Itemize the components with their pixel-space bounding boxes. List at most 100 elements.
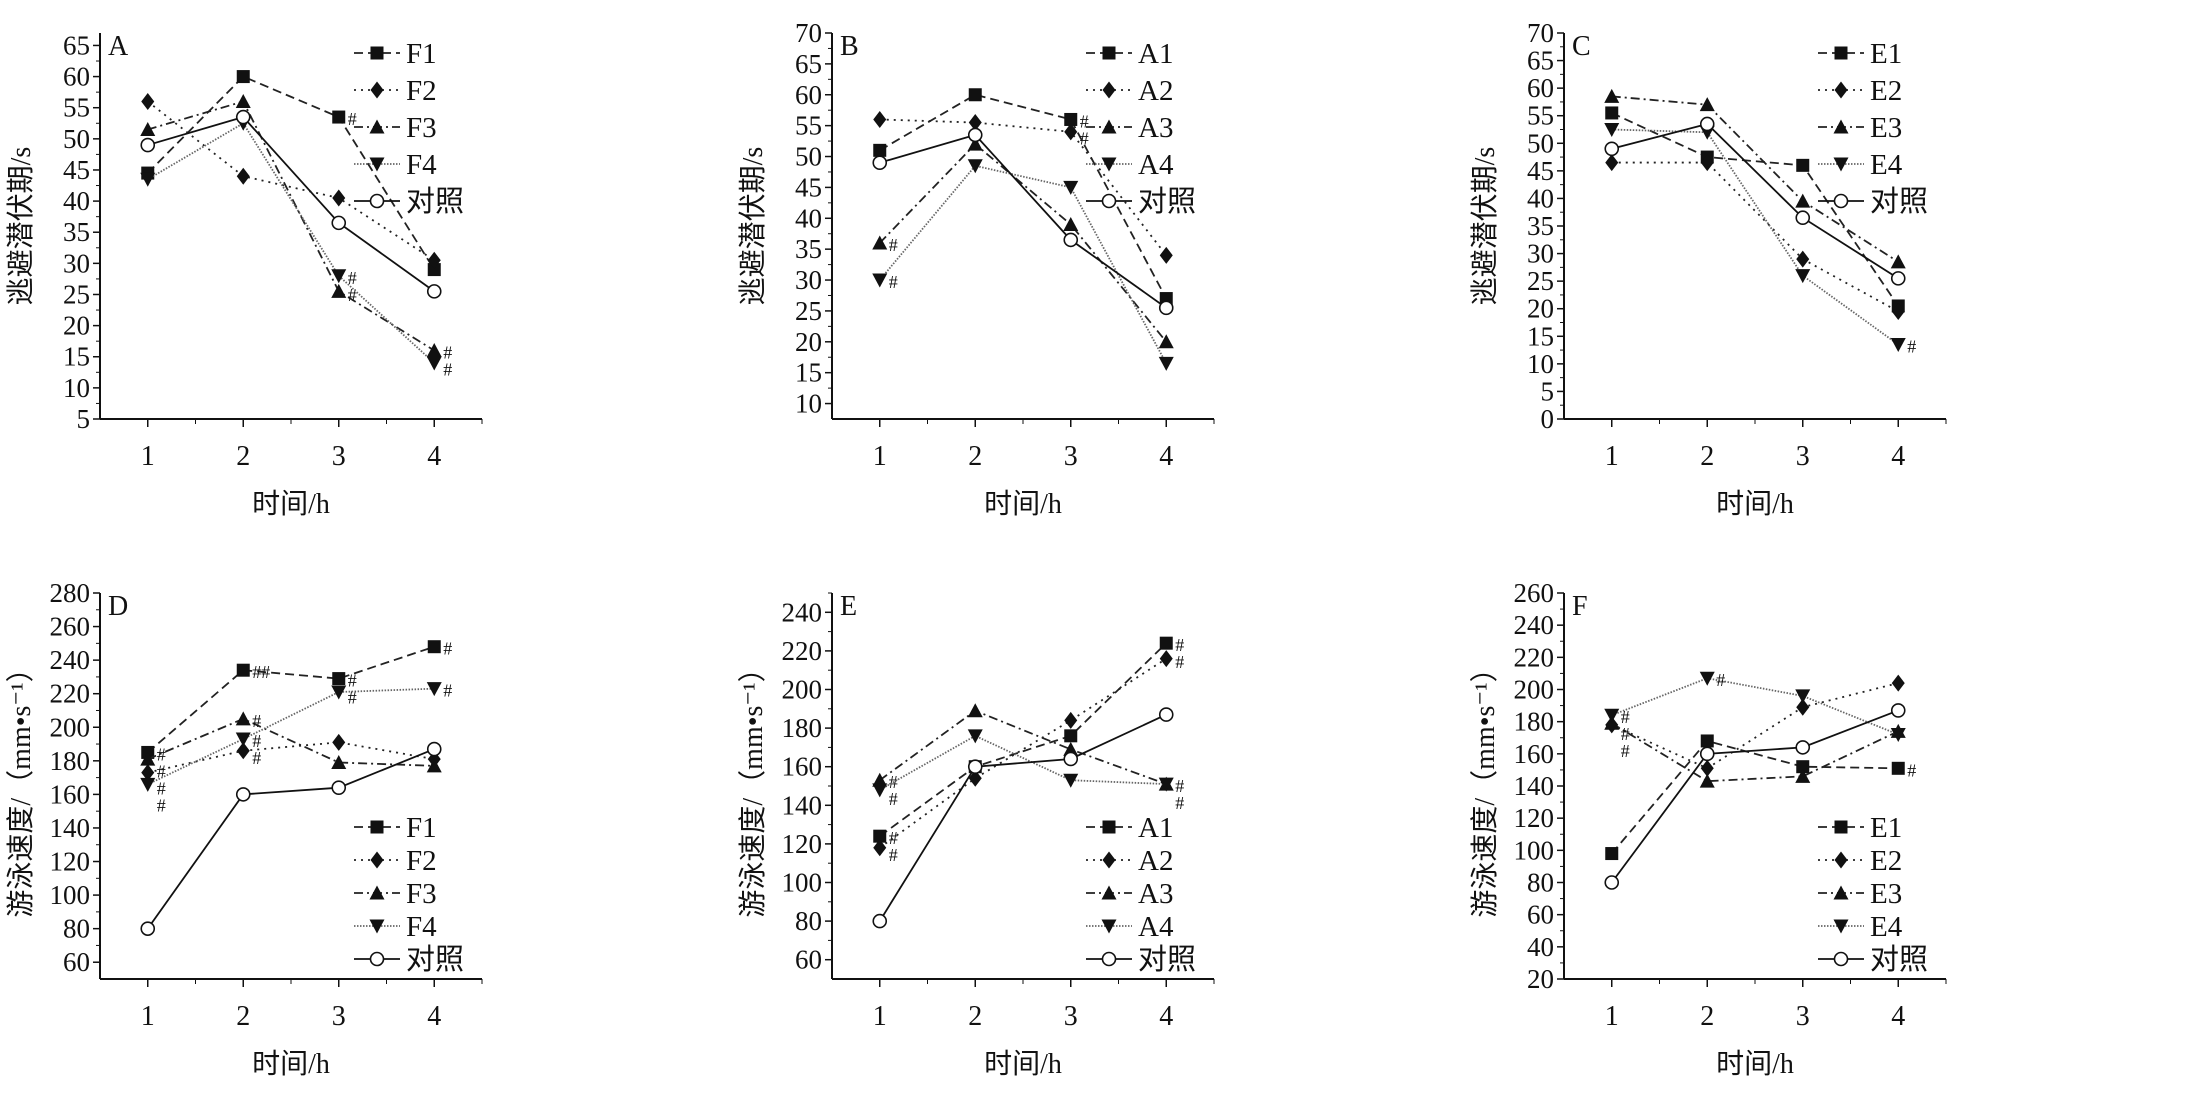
data-point [140, 751, 156, 766]
significance-mark: # [1621, 707, 1630, 727]
x-tick-label: 2 [968, 441, 982, 472]
y-tick-label: 50 [63, 124, 90, 154]
significance-mark: # [1621, 741, 1630, 761]
significance-mark: # [157, 778, 166, 798]
legend-label: 对照 [1138, 943, 1196, 976]
series-对照: 对照 [872, 127, 1196, 316]
data-point [1604, 123, 1620, 137]
significance-mark: # [1175, 793, 1184, 813]
x-axis-label: 时间/h [1716, 1048, 1794, 1080]
y-tick-label: 100 [50, 880, 91, 910]
data-point [1796, 698, 1810, 716]
series-line [1611, 722, 1899, 783]
data-point [140, 777, 156, 792]
y-tick-label: 60 [1527, 900, 1554, 930]
y-tick-label: 80 [795, 906, 822, 936]
data-point [332, 189, 346, 207]
data-point [1795, 740, 1811, 755]
y-tick-label: 120 [50, 847, 91, 877]
data-point [331, 780, 347, 795]
legend-label: 对照 [406, 185, 464, 218]
legend-marker [369, 885, 385, 900]
legend-label: A2 [1138, 75, 1173, 107]
data-point [1604, 141, 1620, 157]
y-tick-label: 10 [1527, 349, 1554, 379]
data-point [967, 159, 983, 174]
significance-mark: # [443, 360, 452, 380]
x-tick-label: 1 [141, 441, 155, 472]
series-E1: E1 # [1605, 734, 1916, 861]
data-point [873, 829, 887, 843]
y-tick-label: 260 [50, 612, 91, 642]
data-point [426, 343, 442, 358]
series-F1: F1### ## [141, 639, 452, 844]
legend-label: E3 [1870, 878, 1902, 910]
series-line [879, 142, 1167, 343]
y-tick-label: 5 [77, 404, 91, 434]
data-point [427, 640, 441, 654]
data-point [1699, 97, 1715, 112]
data-point [1604, 708, 1620, 723]
data-point [1605, 106, 1619, 120]
data-point [331, 269, 347, 284]
y-tick-label: 40 [1527, 932, 1554, 962]
data-point [1064, 123, 1078, 141]
series-line [879, 642, 1167, 837]
data-point [1063, 773, 1079, 788]
series-A2: A2 # [873, 75, 1173, 264]
data-point [236, 663, 250, 677]
data-point [1699, 746, 1715, 762]
series-line [1611, 709, 1899, 884]
y-tick-label: 240 [1514, 610, 1555, 640]
data-point [873, 839, 887, 857]
y-tick-label: 80 [1527, 868, 1554, 898]
x-axis-label: 时间/h [1716, 488, 1794, 520]
data-point [967, 127, 983, 143]
y-tick-label: 35 [795, 234, 822, 264]
series-F2: F2## [141, 733, 441, 877]
y-tick-label: 30 [63, 248, 90, 278]
data-point [331, 755, 347, 770]
significance-mark: # [889, 235, 898, 255]
panel-label: D [108, 591, 128, 622]
significance-mark: # [1907, 760, 1916, 780]
series-A4: A4# # [872, 729, 1184, 943]
y-tick-label: 140 [50, 813, 91, 843]
data-point [1796, 760, 1810, 774]
y-tick-label: 25 [63, 279, 90, 309]
data-point [1890, 271, 1906, 286]
legend-label: F2 [406, 75, 437, 107]
y-tick-label: 55 [795, 111, 822, 141]
data-point [872, 783, 888, 798]
y-tick-label: 40 [63, 186, 90, 216]
y-tick-label: 60 [1527, 73, 1554, 103]
data-point [1158, 707, 1174, 722]
legend-marker [1102, 851, 1116, 869]
legend-label: A2 [1138, 845, 1173, 877]
y-tick-label: 70 [1527, 18, 1554, 48]
y-axis-label: 逃避潜伏期/s [1469, 147, 1501, 306]
series-line [1611, 677, 1899, 736]
data-point [1891, 761, 1905, 775]
data-point [141, 764, 155, 782]
legend-marker [1101, 157, 1117, 172]
y-tick-label: 60 [795, 80, 822, 110]
y-tick-label: 180 [782, 713, 823, 743]
y-tick-label: 160 [782, 752, 823, 782]
series-F4: F4## [140, 116, 452, 380]
y-tick-label: 160 [50, 779, 91, 809]
legend-label: E2 [1870, 845, 1902, 877]
data-point [1795, 768, 1811, 783]
y-tick-label: 65 [63, 30, 90, 60]
series-line [147, 717, 435, 767]
legend-label: A3 [1138, 878, 1173, 910]
x-tick-label: 2 [236, 1001, 250, 1032]
y-tick-label: 220 [1514, 642, 1555, 672]
y-tick-label: 60 [795, 945, 822, 975]
legend-marker [1834, 851, 1848, 869]
y-tick-label: 15 [1527, 321, 1554, 351]
series-line [147, 100, 435, 352]
